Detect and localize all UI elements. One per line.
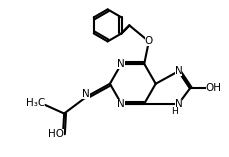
Text: N: N [117, 59, 125, 69]
Text: N: N [82, 89, 90, 99]
Text: N: N [175, 66, 183, 76]
Text: N: N [175, 99, 183, 109]
Text: H: H [171, 107, 178, 116]
Text: OH: OH [206, 83, 222, 93]
Text: HO: HO [48, 129, 64, 139]
Text: H₃C: H₃C [26, 98, 45, 108]
Text: N: N [117, 99, 125, 109]
Text: O: O [145, 36, 153, 46]
